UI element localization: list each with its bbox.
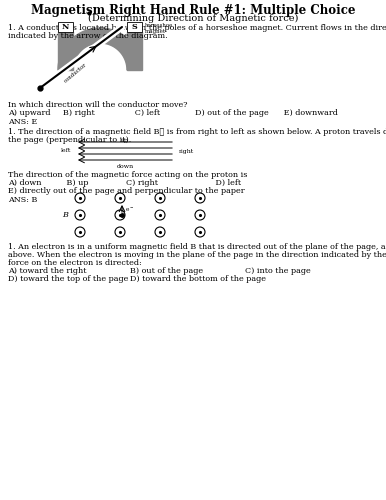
- Text: In which direction will the conductor move?: In which direction will the conductor mo…: [8, 101, 188, 109]
- Text: (Determining Direction of Magnetic force): (Determining Direction of Magnetic force…: [88, 14, 298, 23]
- Text: N: N: [62, 23, 69, 31]
- Text: left: left: [61, 148, 71, 154]
- Text: force on the electron is directed:: force on the electron is directed:: [8, 259, 142, 267]
- Text: A) down          B) up               C) right                       D) left: A) down B) up C) right D) left: [8, 179, 241, 187]
- Text: A) upward     B) right                C) left              D) out of the page   : A) upward B) right C) left D) out of the…: [8, 109, 338, 117]
- Text: Magnetism Right Hand Rule #1: Multiple Choice: Magnetism Right Hand Rule #1: Multiple C…: [31, 4, 355, 17]
- Text: above. When the electron is moving in the plane of the page in the direction ind: above. When the electron is moving in th…: [8, 251, 386, 259]
- Bar: [58, 22, 73, 32]
- Text: the page (perpendicular to it).: the page (perpendicular to it).: [8, 136, 131, 144]
- Text: 1. An electron is in a uniform magnetic field B that is directed out of the plan: 1. An electron is in a uniform magnetic …: [8, 243, 386, 251]
- Text: The direction of the magnetic force acting on the proton is: The direction of the magnetic force acti…: [8, 171, 247, 179]
- Text: B) out of the page: B) out of the page: [130, 267, 203, 275]
- Text: conductor: conductor: [63, 62, 88, 84]
- Text: D) toward the top of the page: D) toward the top of the page: [8, 275, 129, 283]
- Bar: [127, 22, 142, 32]
- Text: up: up: [121, 138, 129, 143]
- Text: E) directly out of the page and perpendicular to the paper: E) directly out of the page and perpendi…: [8, 187, 245, 195]
- Text: 1. The direction of a magnetic field B⃗ is from right to left as shown below. A : 1. The direction of a magnetic field B⃗ …: [8, 128, 386, 136]
- Text: down: down: [117, 164, 134, 169]
- Text: 1. A conductor is located between the poles of a horseshoe magnet. Current flows: 1. A conductor is located between the po…: [8, 24, 386, 32]
- Text: D) toward the bottom of the page: D) toward the bottom of the page: [130, 275, 266, 283]
- Polygon shape: [127, 32, 142, 70]
- Text: A) toward the right: A) toward the right: [8, 267, 86, 275]
- Polygon shape: [58, 32, 73, 70]
- Text: indicated by the arrow on the diagram.: indicated by the arrow on the diagram.: [8, 32, 168, 40]
- Text: horseshoe
magnet: horseshoe magnet: [145, 23, 173, 34]
- Text: e$^-$: e$^-$: [125, 206, 134, 214]
- Text: C) into the page: C) into the page: [245, 267, 311, 275]
- Text: B: B: [62, 211, 68, 219]
- Text: S: S: [132, 23, 137, 31]
- Text: ANS: E: ANS: E: [8, 118, 37, 126]
- Text: ANS: B: ANS: B: [8, 196, 37, 204]
- Text: right: right: [179, 148, 194, 154]
- Polygon shape: [58, 28, 142, 70]
